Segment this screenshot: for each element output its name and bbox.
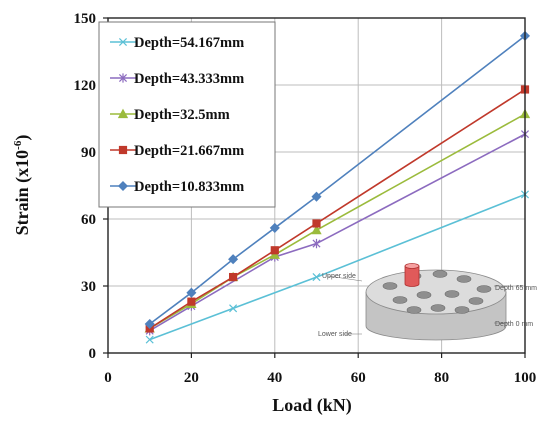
legend-swatch-marker: [118, 37, 128, 47]
data-point: [270, 246, 279, 255]
x-tick-label: 60: [351, 370, 366, 386]
legend-label: Depth=32.5mm: [134, 107, 230, 123]
legend-swatch-marker: [118, 73, 128, 83]
x-tick-label: 0: [104, 370, 112, 386]
x-axis-title: Load (kN): [272, 395, 352, 416]
x-tick-label: 80: [434, 370, 449, 386]
series-line: [149, 35, 526, 325]
series-line: [149, 113, 526, 330]
specimen-hole: [406, 306, 422, 314]
legend-item: Depth=43.333mm: [110, 71, 244, 87]
specimen-hole: [476, 285, 492, 293]
data-point: [144, 318, 155, 329]
specimen-hole: [430, 304, 446, 312]
series-0: [145, 190, 530, 344]
legend-item: Depth=21.667mm: [110, 143, 244, 159]
specimen-hole: [444, 290, 460, 298]
inset-upper-label: Upper side: [322, 273, 356, 280]
specimen-hole: [416, 291, 432, 299]
data-point: [312, 238, 321, 249]
series-line: [149, 193, 526, 341]
data-point: [229, 304, 238, 313]
legend-swatch-marker: [118, 145, 128, 155]
legend-label: Depth=54.167mm: [134, 35, 244, 51]
y-axis-title-exponent: -6: [12, 140, 24, 150]
series-4: [144, 30, 531, 329]
specimen-illustration: Upper side Lower side Depth 65 mm Depth …: [318, 263, 537, 341]
series-layer: [144, 30, 531, 344]
holes: [382, 270, 492, 314]
series-line: [149, 88, 526, 330]
data-point: [312, 273, 321, 282]
specimen-hole: [454, 306, 470, 314]
y-tick-label: 60: [81, 212, 96, 228]
data-point: [269, 249, 280, 259]
data-point: [311, 191, 322, 202]
y-tick-label: 0: [89, 346, 97, 362]
y-tick-label: 120: [74, 78, 97, 94]
legend-swatch-marker: [117, 108, 129, 119]
center-rod: [404, 266, 420, 287]
axes: 0 20 40 60 80 100 0 30 60 90 120 150: [74, 11, 537, 386]
specimen-hole: [382, 282, 398, 290]
data-point: [228, 254, 239, 265]
y-tick-label: 150: [74, 11, 97, 27]
legend-label: Depth=10.833mm: [134, 179, 244, 195]
specimen-hole: [432, 270, 448, 278]
legend-item: Depth=10.833mm: [110, 179, 244, 195]
y-tick-label: 30: [81, 279, 96, 295]
inset-depth-bottom-label: Depth 0 mm: [495, 321, 533, 328]
specimen-hole: [392, 296, 408, 304]
legend-label: Depth=43.333mm: [134, 71, 244, 87]
legend-swatch-marker: [117, 180, 129, 192]
x-tick-label: 40: [267, 370, 282, 386]
specimen-hole: [468, 297, 484, 305]
data-point: [312, 219, 321, 228]
data-point: [229, 272, 238, 282]
data-point: [145, 335, 154, 344]
center-rod-top: [404, 263, 420, 269]
legend: Depth=54.167mm Depth=43.333mm Depth=32.5mm…: [98, 21, 276, 208]
inset-depth-top-label: Depth 65 mm: [495, 285, 537, 292]
inset-lower-label: Lower side: [318, 331, 352, 338]
specimen-hole: [456, 275, 472, 283]
x-tick-label: 20: [184, 370, 199, 386]
data-point: [269, 222, 280, 233]
upper-leader: [327, 275, 363, 282]
x-tick-label: 100: [514, 370, 537, 386]
y-tick-label: 90: [81, 145, 96, 161]
y-axis-title-close: ): [12, 135, 33, 141]
data-point: [187, 297, 196, 306]
y-axis-title-main: Strain (x10: [12, 150, 33, 236]
data-point: [311, 224, 322, 235]
data-point: [186, 287, 197, 298]
legend-label: Depth=21.667mm: [134, 143, 244, 159]
legend-item: Depth=32.5mm: [110, 107, 230, 123]
y-axis-title: Strain (x10-6): [12, 135, 33, 236]
legend-item: Depth=54.167mm: [110, 35, 244, 51]
